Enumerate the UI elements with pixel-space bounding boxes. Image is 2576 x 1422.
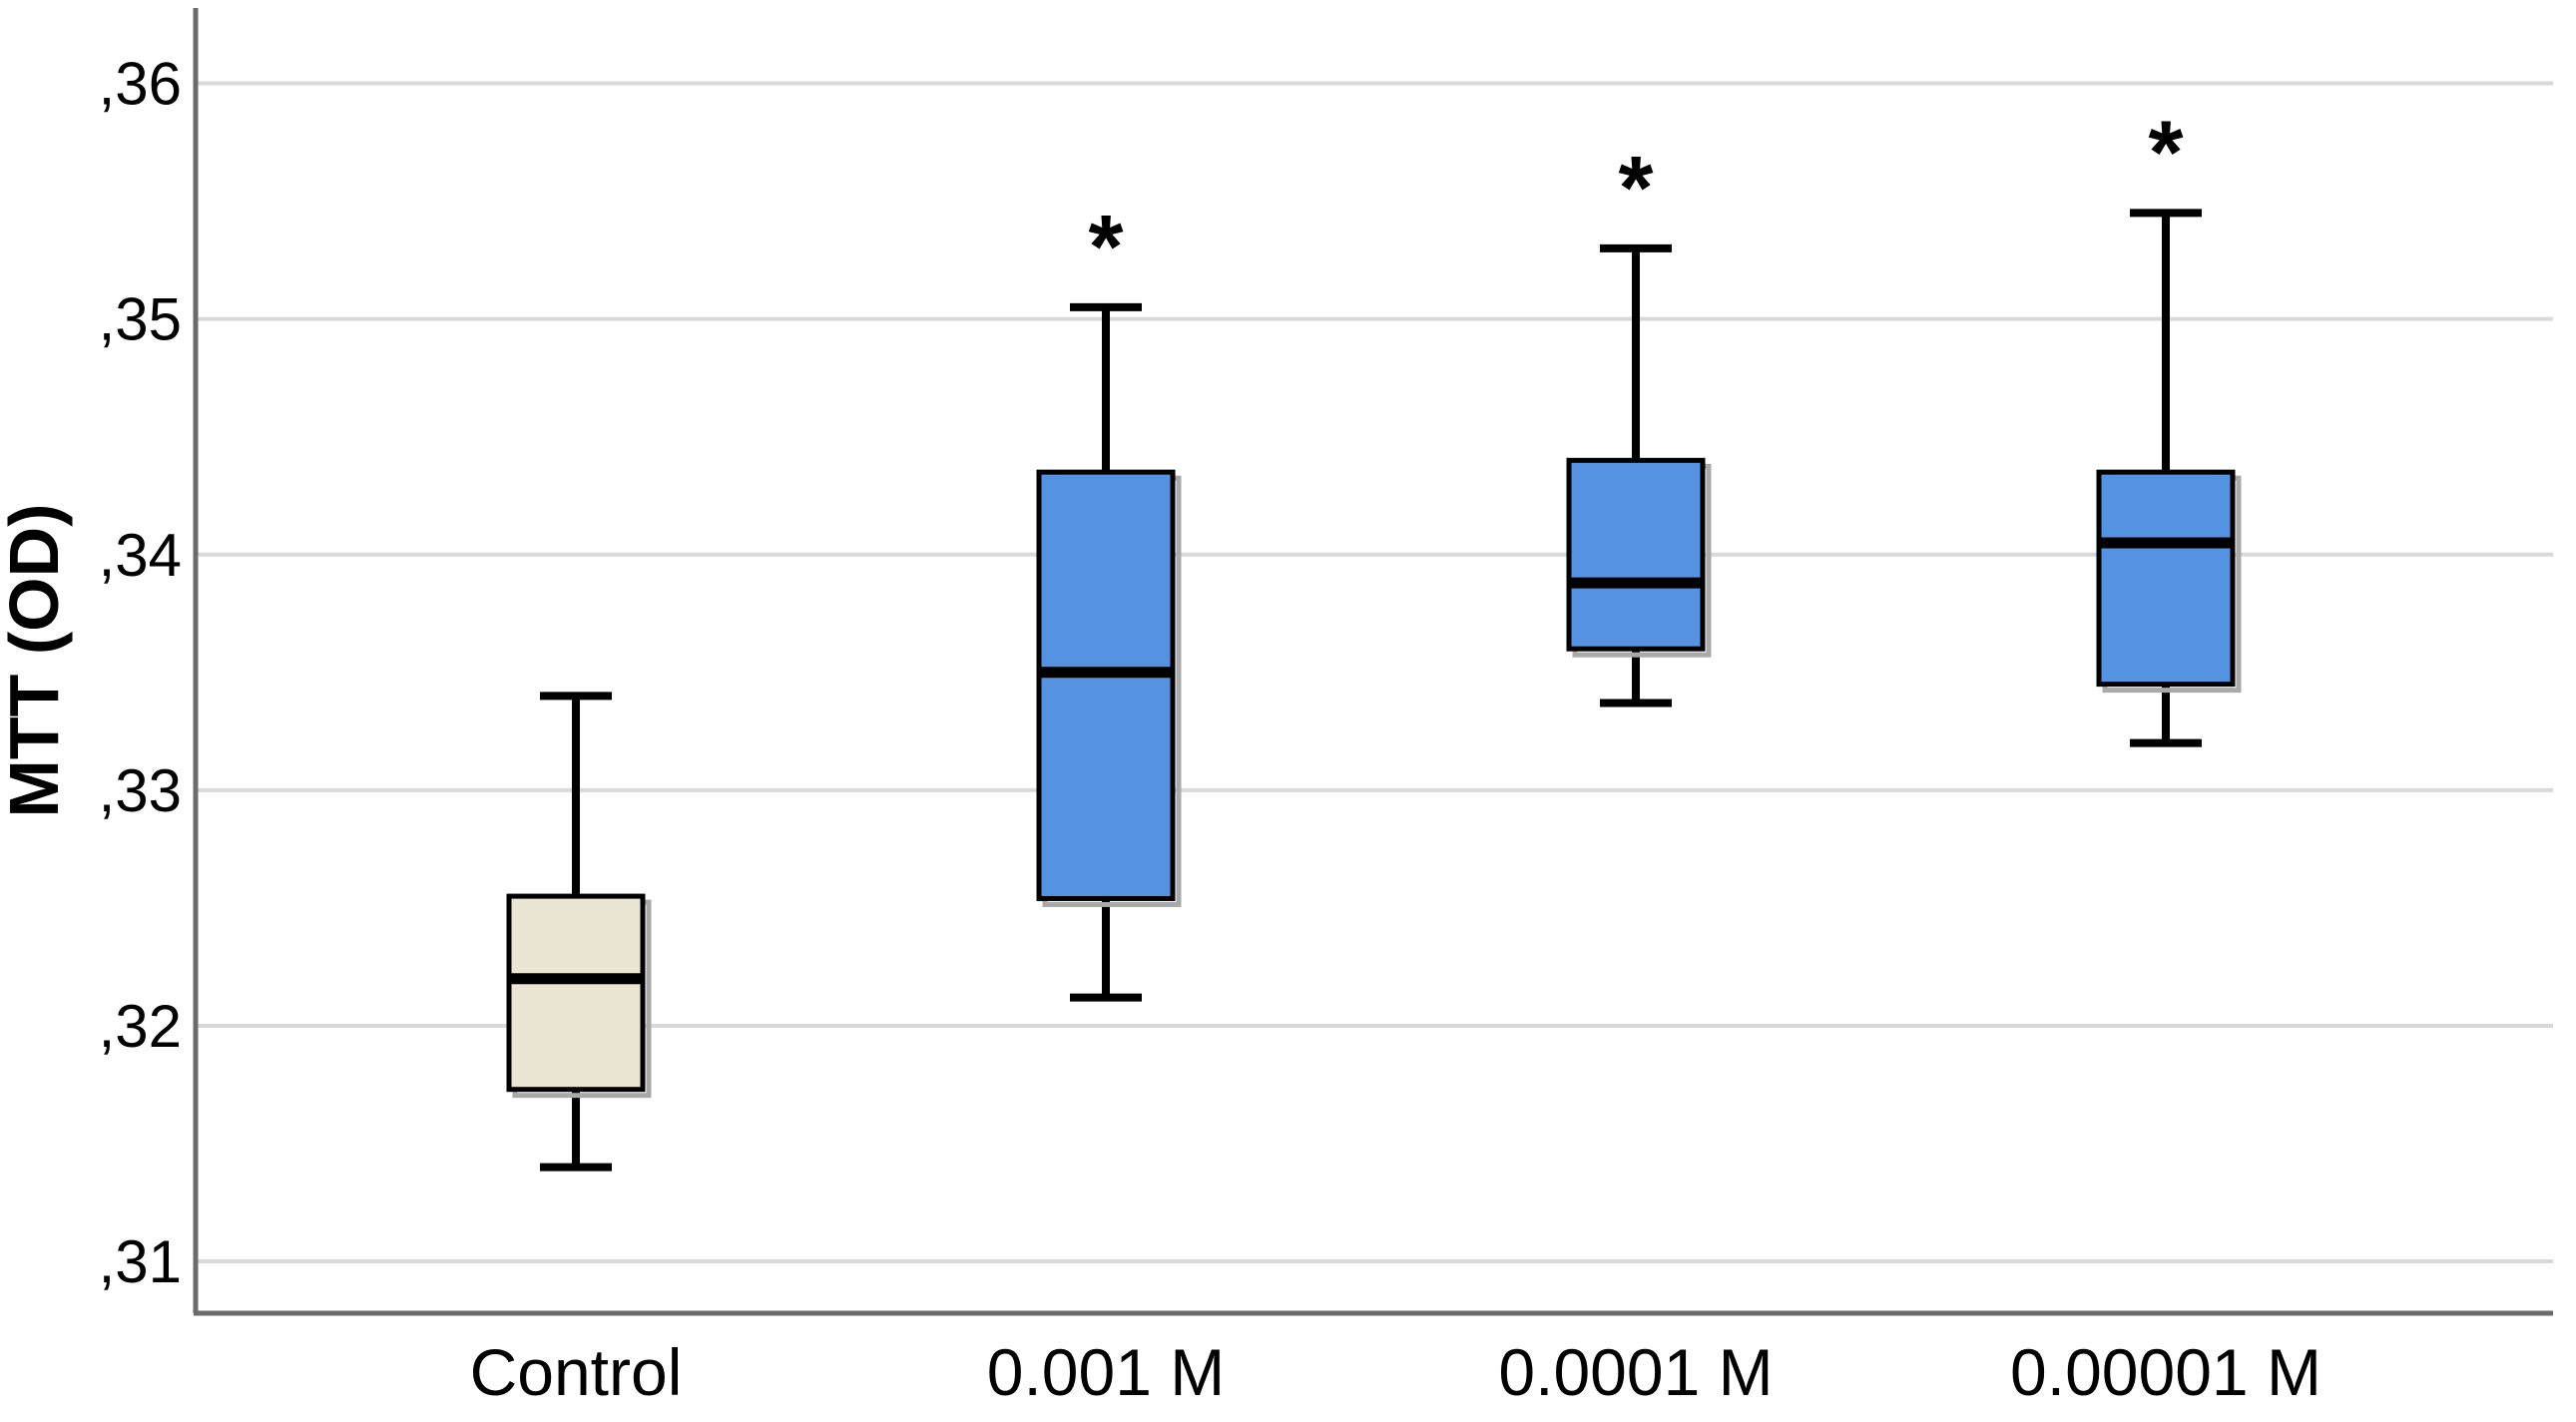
significance-asterisk: *: [2148, 103, 2183, 203]
box-group-0-0001-m: *: [1566, 139, 1712, 708]
x-category-label: 0.0001 M: [1498, 1335, 1773, 1409]
y-tick-label: ,35: [99, 286, 182, 353]
box-rect: [1566, 457, 1706, 652]
y-axis-title: MTT (OD): [0, 504, 73, 818]
box-rect: [2096, 469, 2236, 688]
y-tick-label: ,32: [99, 993, 182, 1060]
box-group-control: [506, 692, 652, 1172]
box-group-0-001-m: *: [1036, 198, 1182, 1002]
x-category-label: 0.001 M: [987, 1335, 1225, 1409]
x-category-label: Control: [470, 1335, 683, 1409]
significance-asterisk: *: [1088, 198, 1123, 297]
significance-asterisk: *: [1618, 139, 1653, 238]
y-tick-label: ,31: [99, 1228, 182, 1295]
box-rect: [1036, 469, 1176, 901]
y-tick-label: ,33: [99, 757, 182, 824]
box-group-0-00001-m: *: [2096, 103, 2242, 747]
box-rect: [506, 893, 646, 1093]
y-tick-label: ,36: [99, 51, 182, 118]
x-category-label: 0.00001 M: [2010, 1335, 2321, 1409]
y-tick-label: ,34: [99, 522, 182, 589]
